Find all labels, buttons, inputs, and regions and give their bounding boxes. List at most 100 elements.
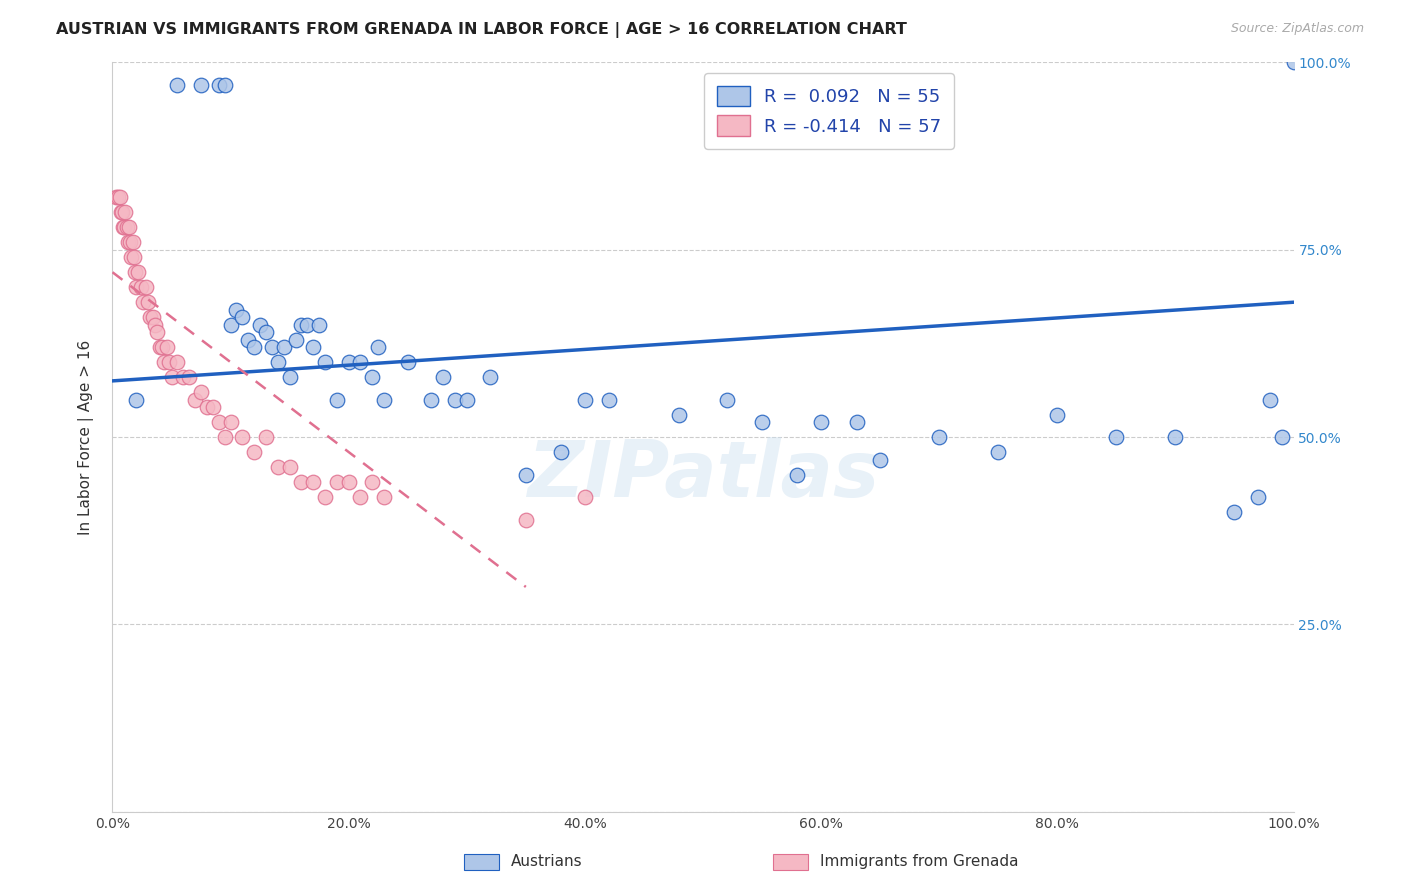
Point: [278, 370, 301, 384]
Point: [135, 280, 157, 294]
Point: [120, 235, 142, 250]
Point: [125, 392, 148, 407]
Point: [111, 205, 134, 219]
Text: Source: ZipAtlas.com: Source: ZipAtlas.com: [1230, 22, 1364, 36]
Point: [166, 78, 188, 92]
Point: [153, 355, 176, 369]
Point: [845, 415, 868, 429]
Point: [142, 310, 165, 325]
Point: [361, 370, 384, 384]
Point: [225, 302, 247, 317]
Text: Immigrants from Grenada: Immigrants from Grenada: [820, 855, 1018, 869]
Point: [160, 370, 183, 384]
Point: [1258, 392, 1281, 407]
Point: [869, 452, 891, 467]
Point: [1271, 430, 1294, 444]
Point: [129, 280, 152, 294]
Point: [132, 295, 155, 310]
Point: [254, 430, 277, 444]
Text: Austrians: Austrians: [510, 855, 582, 869]
Point: [122, 250, 145, 264]
Point: [396, 355, 419, 369]
Point: [127, 265, 149, 279]
Point: [108, 190, 131, 204]
Point: [219, 318, 242, 332]
Point: [231, 310, 253, 325]
Point: [201, 400, 224, 414]
Point: [550, 445, 572, 459]
Point: [110, 205, 132, 219]
Point: [115, 220, 138, 235]
Point: [254, 325, 277, 339]
Point: [179, 370, 201, 384]
Point: [716, 392, 738, 407]
Point: [214, 78, 236, 92]
Point: [238, 333, 260, 347]
Point: [150, 340, 173, 354]
Point: [1046, 408, 1069, 422]
Point: [112, 220, 135, 235]
Point: [314, 490, 336, 504]
Point: [373, 490, 395, 504]
Point: [432, 370, 454, 384]
Point: [243, 445, 266, 459]
Point: [337, 475, 360, 489]
Point: [668, 408, 690, 422]
Point: [267, 460, 290, 475]
Point: [156, 340, 179, 354]
Point: [308, 318, 330, 332]
Point: [112, 220, 135, 235]
Point: [124, 265, 146, 279]
Point: [117, 235, 139, 250]
Point: [1247, 490, 1270, 504]
Point: [278, 460, 301, 475]
Point: [190, 385, 212, 400]
Point: [284, 333, 307, 347]
Point: [143, 318, 166, 332]
Point: [479, 370, 502, 384]
Point: [987, 445, 1010, 459]
Point: [125, 280, 148, 294]
Point: [273, 340, 295, 354]
Point: [337, 355, 360, 369]
Point: [105, 190, 128, 204]
Point: [373, 392, 395, 407]
Point: [184, 392, 207, 407]
Point: [515, 512, 537, 526]
Point: [786, 467, 808, 482]
Point: [208, 78, 231, 92]
Point: [249, 318, 271, 332]
Point: [243, 340, 266, 354]
Point: [136, 295, 159, 310]
Point: [157, 355, 180, 369]
Point: [1164, 430, 1187, 444]
Point: [121, 235, 143, 250]
Point: [118, 220, 141, 235]
Point: [195, 400, 218, 414]
Legend: R =  0.092   N = 55, R = -0.414   N = 57: R = 0.092 N = 55, R = -0.414 N = 57: [704, 73, 953, 149]
Point: [349, 490, 371, 504]
Point: [574, 392, 596, 407]
Text: ZIPatlas: ZIPatlas: [527, 436, 879, 513]
Point: [208, 415, 231, 429]
Point: [139, 310, 162, 325]
Y-axis label: In Labor Force | Age > 16: In Labor Force | Age > 16: [77, 340, 94, 534]
Point: [361, 475, 384, 489]
Point: [751, 415, 773, 429]
Point: [420, 392, 443, 407]
Point: [1282, 55, 1305, 70]
Point: [928, 430, 950, 444]
Point: [219, 415, 242, 429]
Point: [810, 415, 832, 429]
Point: [166, 355, 188, 369]
Point: [190, 78, 212, 92]
Point: [297, 318, 319, 332]
Point: [367, 340, 389, 354]
Point: [149, 340, 172, 354]
Point: [1105, 430, 1128, 444]
Point: [120, 250, 142, 264]
Point: [231, 430, 253, 444]
Point: [290, 318, 312, 332]
Point: [302, 340, 325, 354]
Point: [290, 475, 312, 489]
